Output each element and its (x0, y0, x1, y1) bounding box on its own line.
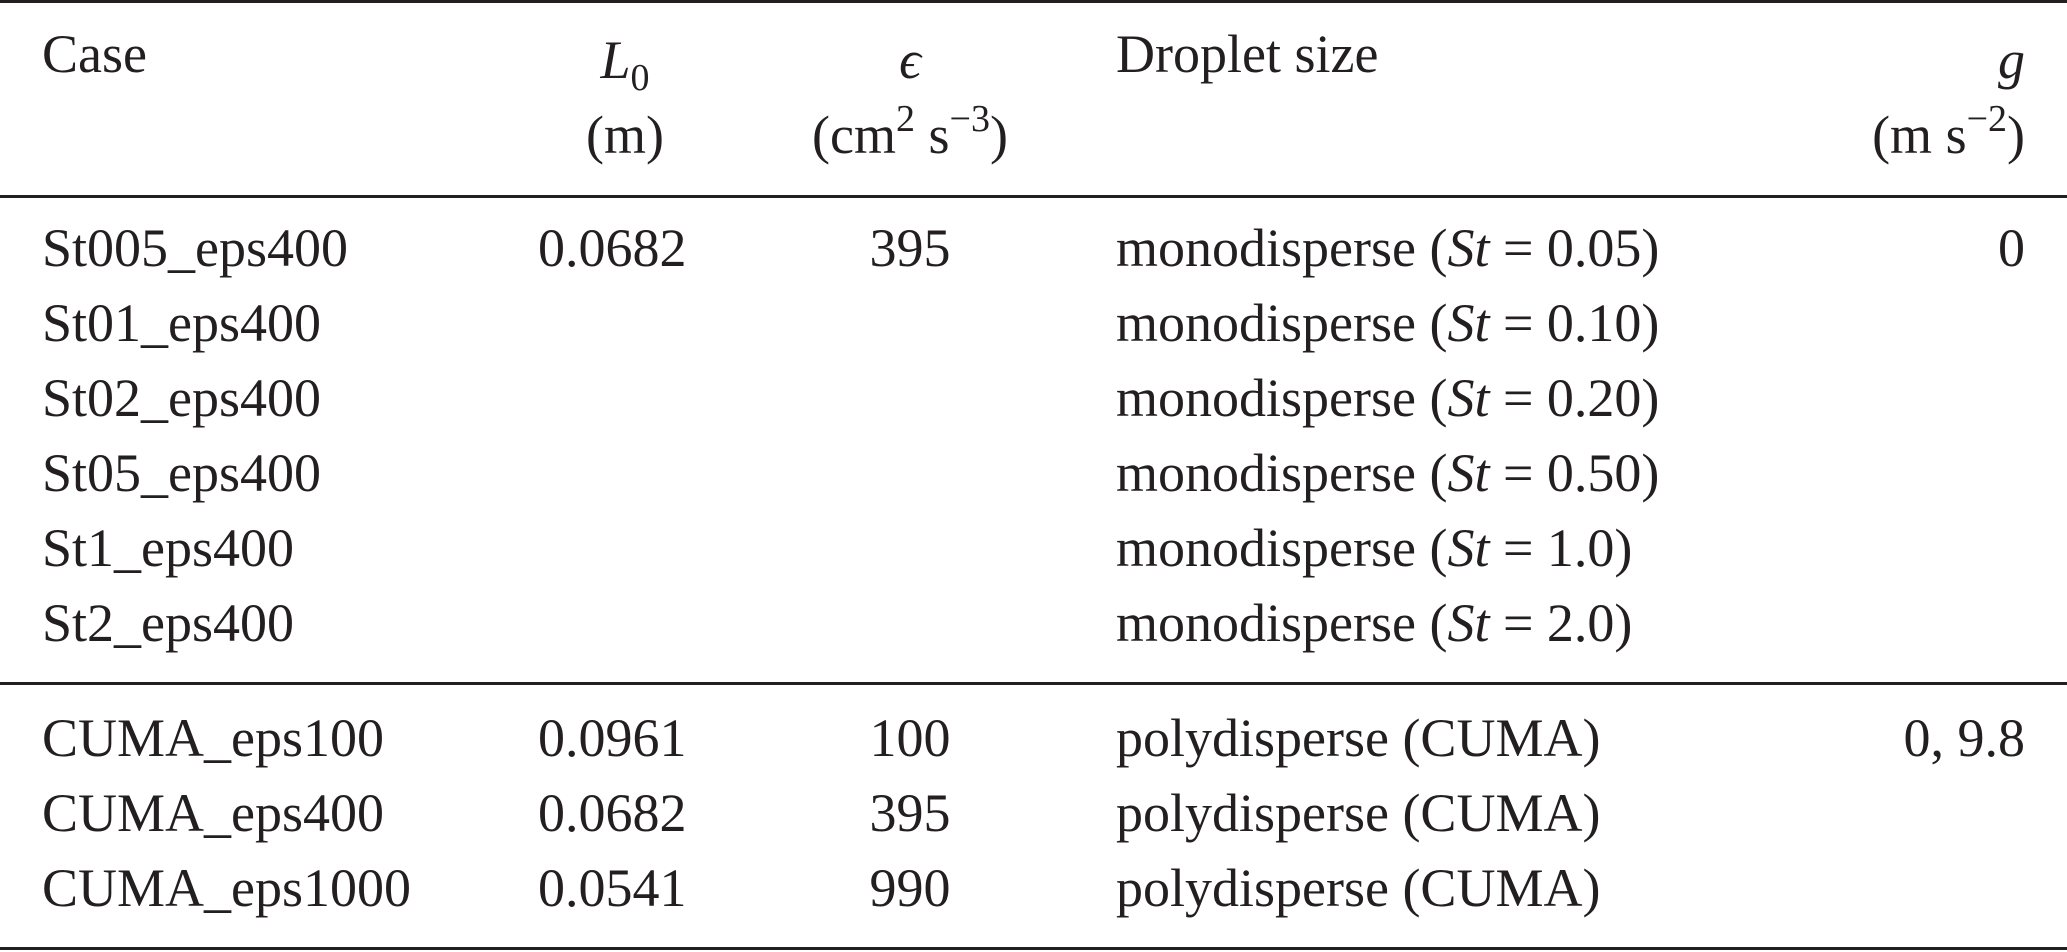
header-case: Case (42, 24, 147, 84)
cell-eps: 395 (869, 218, 951, 278)
cell-droplet-size: polydisperse (CUMA) (1116, 708, 1601, 768)
cell-droplet-size: monodisperse (St = 0.05) (1116, 218, 1660, 278)
cell-l0: 0.0961 (538, 708, 687, 768)
cell-eps: 990 (869, 858, 951, 918)
cell-droplet-size: monodisperse (St = 2.0) (1116, 593, 1633, 653)
cell-case: St1_eps400 (42, 518, 295, 578)
cell-droplet-size: monodisperse (St = 0.10) (1116, 293, 1660, 353)
header-eps-unit: (cm2 s−3) (812, 98, 1008, 165)
header-droplet-size: Droplet size (1116, 24, 1379, 84)
header-rule (0, 195, 2067, 198)
cell-case: CUMA_eps1000 (42, 858, 412, 918)
top-rule (0, 0, 2067, 3)
cell-case: St05_eps400 (42, 443, 322, 503)
cell-case: CUMA_eps400 (42, 783, 385, 843)
cell-droplet-size: monodisperse (St = 1.0) (1116, 518, 1633, 578)
cell-case: St02_eps400 (42, 368, 322, 428)
cell-case: CUMA_eps100 (42, 708, 385, 768)
cell-droplet-size: monodisperse (St = 0.20) (1116, 368, 1660, 428)
cell-g: 0 (1998, 218, 2025, 278)
header-g-symbol: g (1998, 30, 2025, 90)
header-eps-symbol: ϵ (899, 30, 921, 90)
cell-case: St005_eps400 (42, 218, 349, 278)
cell-g: 0, 9.8 (1903, 708, 2026, 768)
cell-droplet-size: polydisperse (CUMA) (1116, 858, 1601, 918)
header-l0-symbol: L0 (600, 30, 650, 99)
cell-droplet-size: monodisperse (St = 0.50) (1116, 443, 1660, 503)
cell-droplet-size: polydisperse (CUMA) (1116, 783, 1601, 843)
header-g-unit: (m s−2) (1872, 98, 2025, 165)
bottom-rule (0, 947, 2067, 950)
cell-eps: 395 (869, 783, 951, 843)
header-l0-unit: (m) (586, 105, 664, 165)
cell-l0: 0.0682 (538, 783, 687, 843)
cell-l0: 0.0682 (538, 218, 687, 278)
cell-case: St01_eps400 (42, 293, 322, 353)
cell-case: St2_eps400 (42, 593, 295, 653)
cell-eps: 100 (869, 708, 951, 768)
cell-l0: 0.0541 (538, 858, 687, 918)
group-rule (0, 682, 2067, 685)
